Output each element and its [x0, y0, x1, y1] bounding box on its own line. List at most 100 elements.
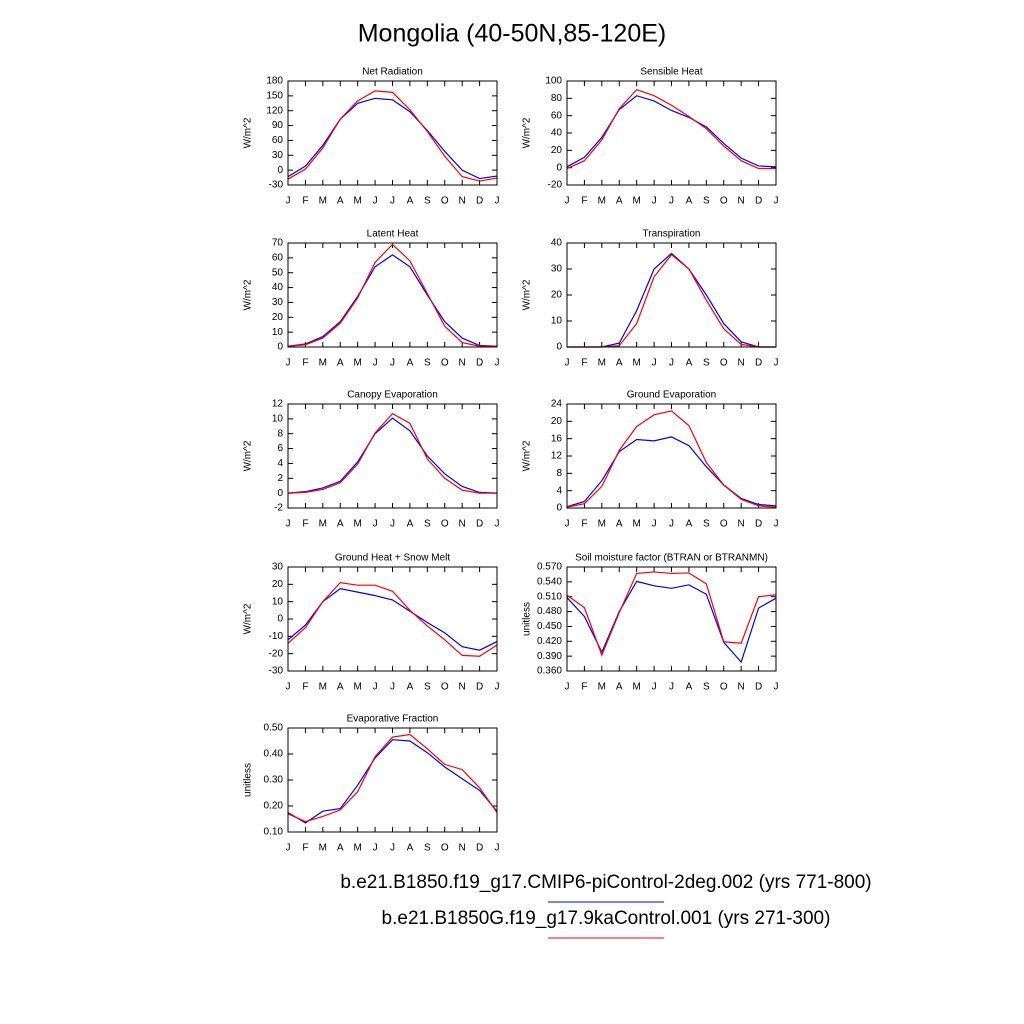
x-tick-label: N	[459, 682, 466, 693]
x-tick-label: M	[632, 196, 640, 207]
series-line	[287, 90, 498, 182]
x-tick-label: M	[319, 519, 327, 530]
x-tick-label: M	[353, 843, 361, 854]
series-line	[287, 97, 498, 180]
x-tick-label: M	[632, 682, 640, 693]
x-tick-label: M	[319, 843, 327, 854]
x-tick-label: J	[286, 843, 291, 854]
x-tick-label: J	[565, 519, 570, 530]
plot-frame	[287, 566, 498, 672]
y-tick-label: 4	[277, 458, 283, 469]
series-line	[287, 412, 497, 494]
x-tick-label: J	[652, 358, 657, 369]
y-axis-label: W/m^2	[243, 603, 254, 634]
panel-title: Ground Evaporation	[627, 390, 717, 401]
y-tick-label: -2	[274, 503, 283, 514]
x-tick-label: F	[581, 519, 587, 530]
x-tick-label: J	[373, 358, 378, 369]
x-tick-label: J	[373, 519, 378, 530]
x-tick-label: D	[476, 358, 483, 369]
x-tick-label: M	[319, 196, 327, 207]
x-tick-label: F	[302, 843, 308, 854]
panel-title: Sensible Heat	[640, 67, 702, 78]
y-tick-label: 0.420	[537, 636, 562, 647]
x-tick-label: O	[441, 196, 449, 207]
x-tick-label: A	[407, 682, 414, 693]
x-tick-label: M	[319, 358, 327, 369]
x-tick-label: J	[774, 682, 779, 693]
x-tick-label: A	[407, 843, 414, 854]
y-tick-label: 20	[551, 145, 563, 156]
x-tick-label: O	[720, 196, 728, 207]
y-tick-label: 10	[272, 327, 284, 338]
x-tick-label: J	[652, 519, 657, 530]
series-line	[287, 243, 497, 347]
series-line	[287, 739, 498, 824]
x-tick-label: S	[424, 682, 431, 693]
y-tick-label: 0	[556, 503, 562, 514]
series-line	[566, 95, 777, 168]
y-tick-label: 0	[277, 342, 283, 353]
x-tick-label: S	[703, 682, 710, 693]
y-tick-label: 60	[551, 110, 563, 121]
x-tick-label: S	[703, 358, 710, 369]
x-tick-label: J	[495, 519, 500, 530]
x-tick-label: S	[424, 843, 431, 854]
x-tick-label: A	[616, 519, 623, 530]
y-tick-label: 16	[551, 433, 563, 444]
x-tick-label: F	[302, 682, 308, 693]
panel-title: Soil moisture factor (BTRAN or BTRANMN)	[575, 553, 768, 564]
x-tick-label: M	[598, 358, 606, 369]
y-tick-label: 20	[551, 290, 563, 301]
x-tick-label: A	[686, 358, 693, 369]
y-axis-label: W/m^2	[243, 279, 254, 310]
x-tick-label: J	[495, 358, 500, 369]
y-tick-label: 30	[272, 150, 284, 161]
x-tick-label: S	[424, 358, 431, 369]
x-tick-label: J	[652, 682, 657, 693]
y-tick-label: 12	[551, 451, 563, 462]
y-tick-label: 4	[556, 485, 562, 496]
y-tick-label: 0.390	[537, 651, 562, 662]
y-tick-label: 0.540	[537, 576, 562, 587]
x-tick-label: J	[565, 196, 570, 207]
y-axis-label: W/m^2	[522, 117, 533, 148]
x-tick-label: D	[755, 519, 762, 530]
x-tick-label: J	[774, 196, 779, 207]
x-tick-label: D	[476, 843, 483, 854]
y-tick-label: -30	[269, 666, 284, 677]
y-axis-label: W/m^2	[243, 117, 254, 148]
x-tick-label: A	[407, 519, 414, 530]
y-tick-label: 0.510	[537, 591, 562, 602]
y-tick-label: 0	[277, 614, 283, 625]
y-tick-label: 8	[277, 428, 283, 439]
x-tick-label: N	[459, 519, 466, 530]
x-tick-label: F	[581, 682, 587, 693]
y-tick-label: 0	[556, 162, 562, 173]
series-line	[566, 580, 777, 664]
x-tick-label: N	[738, 682, 745, 693]
y-tick-label: 0	[277, 488, 283, 499]
x-tick-label: A	[686, 682, 693, 693]
y-tick-label: 20	[551, 416, 563, 427]
panel-title: Ground Heat + Snow Melt	[335, 553, 451, 564]
panel-title: Transpiration	[643, 229, 701, 240]
x-tick-label: J	[390, 682, 395, 693]
x-tick-label: A	[337, 519, 344, 530]
y-tick-label: 40	[551, 238, 563, 249]
y-tick-label: 40	[551, 128, 563, 139]
x-tick-label: J	[652, 196, 657, 207]
x-tick-label: A	[337, 682, 344, 693]
x-tick-label: A	[337, 358, 344, 369]
x-tick-label: M	[598, 682, 606, 693]
series-line	[566, 88, 776, 170]
x-tick-label: D	[476, 682, 483, 693]
x-tick-label: J	[373, 196, 378, 207]
x-tick-label: O	[441, 843, 449, 854]
x-tick-label: N	[459, 358, 466, 369]
y-tick-label: 8	[556, 468, 562, 479]
x-tick-label: J	[495, 843, 500, 854]
y-tick-label: 2	[277, 473, 283, 484]
x-tick-label: J	[390, 519, 395, 530]
